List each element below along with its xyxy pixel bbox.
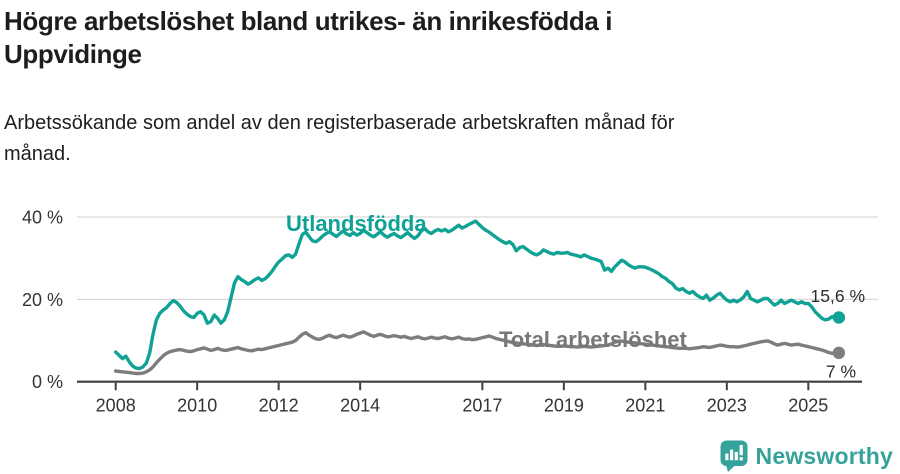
- unemployment-line-chart: 0 % 20 % 40 % 2008 2010 2012 2014 2017 2019 2021 2…: [22, 208, 878, 416]
- utlandsfodda-line: [113, 219, 841, 371]
- utlandsfodda-series-label: Utlandsfödda: [286, 211, 427, 236]
- x-axis-tick-label: 2025: [788, 396, 828, 416]
- y-axis-tick-label: 0 %: [32, 372, 63, 392]
- page-title: Högre arbetslöshet bland utrikes- än inr…: [4, 5, 884, 71]
- y-axis-tick-label: 20 %: [22, 290, 63, 310]
- page-subtitle: Arbetssökande som andel av den registerb…: [4, 108, 884, 170]
- x-axis-tick-label: 2019: [544, 396, 584, 416]
- total-end-dot: [832, 346, 846, 360]
- x-axis-tick-label: 2023: [707, 396, 747, 416]
- total-line: [113, 330, 841, 376]
- page-title-line1: Högre arbetslöshet bland utrikes- än inr…: [4, 6, 613, 36]
- x-axis-tick-label: 2017: [462, 396, 502, 416]
- axis-layer: 0 % 20 % 40 % 2008 2010 2012 2014 2017 2019 2021 2…: [22, 208, 862, 416]
- page-subtitle-line1: Arbetssökande som andel av den registerb…: [4, 112, 675, 134]
- total-series-label: Total arbetslöshet: [499, 327, 688, 352]
- total-end-value-label: 7 %: [826, 362, 856, 382]
- utlandsfodda-end-value-label: 15,6 %: [811, 286, 865, 306]
- utlandsfodda-end-dot: [832, 311, 846, 324]
- newsworthy-bar-chart-bubble-icon: [720, 440, 748, 472]
- page-subtitle-line2: månad.: [4, 143, 71, 165]
- series-layer: [113, 219, 846, 376]
- grid-layer: [77, 216, 878, 300]
- newsworthy-wordmark: Newsworthy: [755, 442, 893, 469]
- annotation-layer: Utlandsfödda Total arbetslöshet 15,6 % 7…: [286, 211, 865, 382]
- y-axis-tick-label: 40 %: [22, 208, 63, 228]
- x-axis-tick-label: 2008: [96, 396, 136, 416]
- x-axis-tick-label: 2014: [340, 396, 380, 416]
- x-axis-tick-label: 2010: [177, 396, 217, 416]
- x-axis-tick-label: 2012: [259, 396, 299, 416]
- newsworthy-logo: Newsworthy: [719, 439, 893, 473]
- page-title-line2: Uppvidinge: [4, 39, 142, 69]
- x-axis-tick-label: 2021: [625, 396, 665, 416]
